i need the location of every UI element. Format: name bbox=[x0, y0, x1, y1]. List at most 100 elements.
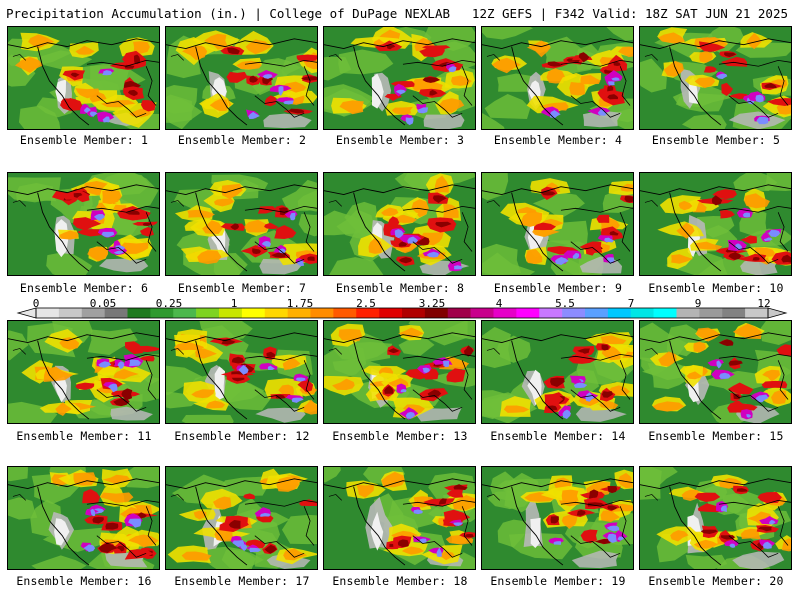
precip-moderate-high bbox=[676, 222, 695, 239]
precip-moderate-high bbox=[694, 76, 716, 89]
precip-extreme-high bbox=[113, 250, 124, 255]
precip-moderate-high bbox=[302, 399, 317, 415]
precip-extreme-high bbox=[248, 111, 260, 119]
precip-extreme-high bbox=[755, 394, 769, 403]
run-info: 12Z GEFS | F342 Valid: 18Z SAT JUN 21 20… bbox=[471, 6, 788, 21]
coastline-east bbox=[145, 360, 157, 400]
precip-light bbox=[166, 98, 203, 129]
precip-heavy bbox=[761, 380, 788, 389]
coastline-gulf bbox=[96, 95, 147, 118]
precip-heavy bbox=[264, 95, 277, 107]
precip-extreme-high bbox=[267, 365, 275, 370]
coastline-alaska bbox=[170, 54, 185, 61]
precip-extreme-high bbox=[762, 541, 772, 549]
coastline-gulf bbox=[254, 389, 305, 412]
coastline-west bbox=[511, 192, 564, 272]
header: Precipitation Accumulation (in.) | Colle… bbox=[0, 0, 800, 24]
ensemble-map-9 bbox=[481, 172, 634, 276]
precip-moderate-high bbox=[569, 82, 586, 96]
precip-very-heavy bbox=[121, 388, 133, 400]
precip-very-heavy bbox=[435, 221, 452, 228]
precip-very-heavy bbox=[264, 544, 277, 554]
coastline-west bbox=[669, 340, 722, 420]
precip-map bbox=[324, 27, 475, 129]
colorbar-swatch bbox=[356, 308, 380, 318]
precip-heavy bbox=[243, 493, 256, 500]
precip-heavy bbox=[719, 209, 735, 219]
precip-extreme-high bbox=[448, 66, 457, 73]
ensemble-map-2 bbox=[165, 26, 318, 130]
precip-very-heavy bbox=[127, 89, 138, 97]
border-line bbox=[640, 38, 791, 50]
border-line bbox=[482, 184, 633, 196]
colorbar-swatch bbox=[58, 308, 83, 318]
precip-moderate-high bbox=[695, 241, 723, 250]
precip-light bbox=[181, 414, 234, 423]
precip-extreme-high bbox=[238, 364, 249, 375]
colorbar-swatch bbox=[699, 308, 723, 318]
colorbar-swatch bbox=[745, 308, 769, 318]
border-line bbox=[482, 478, 633, 490]
precip-extreme-high bbox=[278, 248, 286, 254]
coastline-west bbox=[195, 46, 248, 126]
precip-map bbox=[640, 27, 791, 129]
precip-very-heavy bbox=[711, 195, 723, 206]
precip-light bbox=[487, 490, 532, 510]
precip-moderate-high bbox=[686, 371, 703, 380]
precip-very-heavy bbox=[427, 389, 442, 398]
coastline-east bbox=[777, 212, 789, 252]
precip-map bbox=[324, 467, 475, 569]
coastline-gulf bbox=[412, 535, 463, 558]
border-line bbox=[8, 332, 159, 344]
border-line-usca bbox=[560, 205, 633, 213]
precip-moderate-high bbox=[561, 514, 578, 529]
precip-very-heavy bbox=[728, 252, 742, 260]
coastline-east bbox=[619, 360, 631, 400]
colorbar-swatch bbox=[36, 308, 60, 318]
coastline-alaska bbox=[644, 54, 659, 61]
precip-moderate-high bbox=[100, 492, 134, 503]
precip-heavy bbox=[767, 98, 791, 107]
ensemble-member-label: Ensemble Member: 16 bbox=[16, 574, 152, 588]
precip-light bbox=[482, 252, 536, 275]
coastline-east bbox=[145, 66, 157, 106]
precip-extreme-high bbox=[289, 212, 296, 221]
border-line-usca bbox=[402, 205, 475, 213]
precip-moderate-high bbox=[391, 106, 414, 115]
colorbar-swatch bbox=[607, 308, 632, 318]
precip-very-heavy bbox=[720, 535, 736, 540]
coastline-alaska bbox=[170, 494, 185, 501]
precip-light bbox=[281, 179, 317, 211]
precip-moderate-high bbox=[15, 56, 44, 73]
precip-moderate-high bbox=[283, 548, 308, 561]
precip-extreme bbox=[724, 539, 740, 547]
precip-extreme-high bbox=[89, 111, 98, 117]
precip-very-heavy bbox=[398, 257, 413, 264]
ensemble-map-16 bbox=[7, 466, 160, 570]
border-line bbox=[8, 38, 159, 50]
border-line bbox=[640, 332, 791, 344]
precip-very-heavy bbox=[577, 348, 590, 354]
precip-moderate-high bbox=[401, 546, 425, 555]
precip-very-heavy bbox=[547, 405, 558, 411]
coastline-gulf bbox=[412, 95, 463, 118]
ensemble-map-17 bbox=[165, 466, 318, 570]
coastline-gulf bbox=[570, 241, 621, 264]
ensemble-member-label: Ensemble Member: 9 bbox=[493, 281, 623, 295]
coastline-east bbox=[303, 506, 315, 546]
precip-extreme-high bbox=[278, 85, 284, 96]
precip-moderate-high bbox=[732, 323, 762, 339]
coastline-alaska bbox=[328, 54, 343, 61]
border-line-usca bbox=[86, 499, 159, 507]
precip-very-heavy bbox=[728, 360, 743, 366]
precip-map bbox=[640, 467, 791, 569]
precip-map bbox=[166, 321, 317, 423]
border-line bbox=[8, 184, 159, 196]
precip-moderate-high bbox=[561, 489, 579, 504]
precip-extreme-high bbox=[260, 512, 271, 517]
precip-extreme-high bbox=[746, 414, 752, 418]
precip-map bbox=[166, 27, 317, 129]
precip-heavy bbox=[422, 45, 451, 50]
precip-light bbox=[31, 555, 87, 569]
ensemble-member-label: Ensemble Member: 5 bbox=[651, 133, 781, 147]
